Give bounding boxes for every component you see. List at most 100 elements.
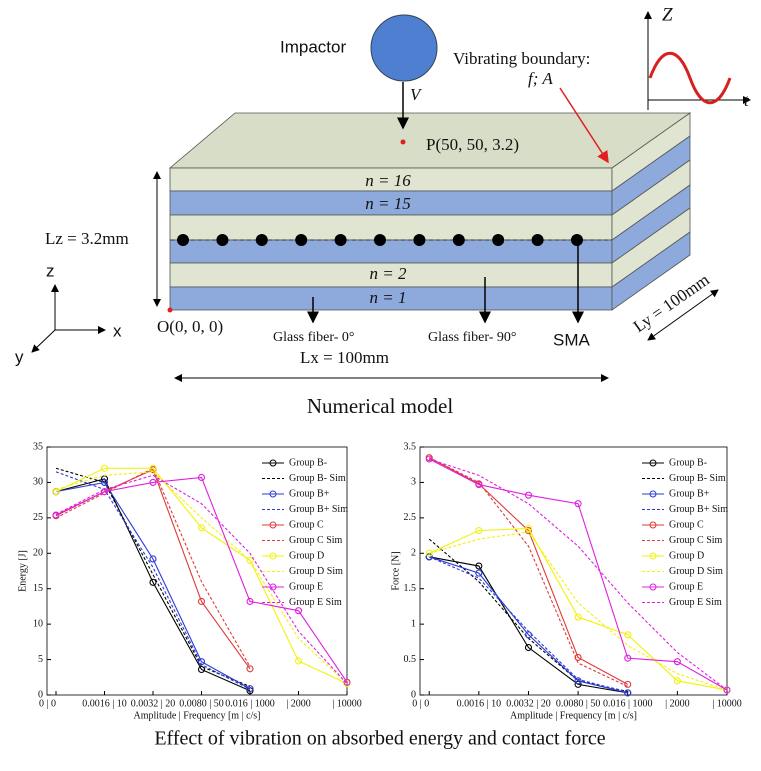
fiber0-label: Glass fiber- 0° [273,330,355,345]
impact-point [400,139,406,145]
y-tick-label: 3.5 [404,441,417,452]
figure-caption: Effect of vibration on absorbed energy a… [154,728,605,750]
series-line [428,458,728,691]
series-line [429,458,728,691]
wave [648,51,732,105]
point [197,597,206,606]
y-tick-label: 1 [411,618,416,629]
sma-wire [295,234,308,246]
y-tick-label: 10 [33,618,43,629]
axis-label: x [113,321,122,340]
point [197,665,206,674]
origin-point [167,307,173,313]
legend-label: Group B+ Sim [669,504,728,515]
legend-label: Group B- Sim [289,473,346,484]
y-tick-label: 2 [411,548,416,559]
boundary-label: Vibrating boundary: [453,49,590,68]
point-label: P(50, 50, 3.2) [426,135,519,154]
sma-wire [177,234,189,246]
sma-label: SMA [553,330,591,349]
y-tick-label: 0 [411,689,416,700]
x-tick-label: 0.0032 | 20 [506,698,551,709]
sma-wire [216,234,229,246]
point [246,687,254,695]
series-line [55,478,251,692]
legend-label: Group B+ [289,488,330,499]
legend-label: Group E [669,581,703,592]
point [294,657,303,665]
y-axis-label: Force [N] [390,551,401,590]
point [425,549,433,557]
point [574,500,582,508]
point [624,654,632,662]
sma-wire [452,234,465,246]
point [52,511,60,519]
x-tick-label: | 2000 [665,698,690,709]
axis-label: z [46,261,55,280]
boundary-arrow [559,87,609,164]
legend-label: Group D Sim [289,566,343,577]
legend-label: Group C [289,519,324,530]
series-line [55,474,348,685]
model [31,11,751,382]
series-line [55,471,348,685]
legend-label: Group D [669,550,704,561]
plot-frame [46,446,348,696]
lz-label: Lz = 3.2mm [45,229,129,248]
model-caption: Numerical model [307,394,454,418]
x-tick-label: | 10000 [712,698,742,709]
point [475,562,483,570]
sma-wire [255,234,268,246]
impactor-label: Impactor [280,37,346,56]
point [149,578,157,586]
layer-label: n = 2 [370,264,407,283]
x-tick-label: 0.0016 | 10 [82,698,127,709]
x-tick-label: | 2000 [286,698,311,709]
wave-z-label: Z [662,4,673,25]
y-tick-label: 25 [33,512,43,523]
legend-label: Group B- Sim [669,473,726,484]
y-tick-label: 35 [33,441,43,452]
impactor-ball [370,14,438,82]
point [149,464,157,472]
point [149,555,157,563]
x-axis-label: Amplitude | Frequency [m | c/s] [510,710,637,721]
x-tick-label: 0.016 | 1000 [603,698,653,709]
velocity-label: V [410,85,423,104]
x-tick-label: 0.016 | 1000 [225,698,275,709]
series-line [428,556,628,693]
legend-marker [649,583,657,591]
legend-marker [649,552,657,560]
point [52,488,60,496]
x-tick-label: | 10000 [332,698,362,709]
sma-wire [571,234,583,246]
point [475,569,483,577]
wave-t-label: t [744,91,750,110]
y-tick-label: 5 [38,654,43,665]
point [475,481,483,489]
point [149,478,157,486]
legend-label: Group E [289,581,323,592]
legend-label: Group C Sim [289,535,343,546]
point [294,607,303,615]
point [475,527,483,535]
series-line [429,556,628,694]
series-line [428,527,728,691]
legend-marker [269,459,277,467]
legend-label: Group E Sim [289,597,342,608]
point [246,665,254,673]
x-tick-label: 0 | 0 [412,698,429,709]
legend-label: Group B- [289,457,327,468]
point [723,686,731,694]
legend-marker [649,459,657,467]
point [197,524,206,532]
point [524,643,533,652]
point [343,678,351,686]
x-tick-label: 0.0016 | 10 [457,698,502,709]
y-tick-label: 3 [411,477,416,488]
x-tick-label: 0 | 0 [39,698,56,709]
point [624,680,632,688]
legend-marker [649,490,657,498]
legend-label: Group B+ [669,488,710,499]
